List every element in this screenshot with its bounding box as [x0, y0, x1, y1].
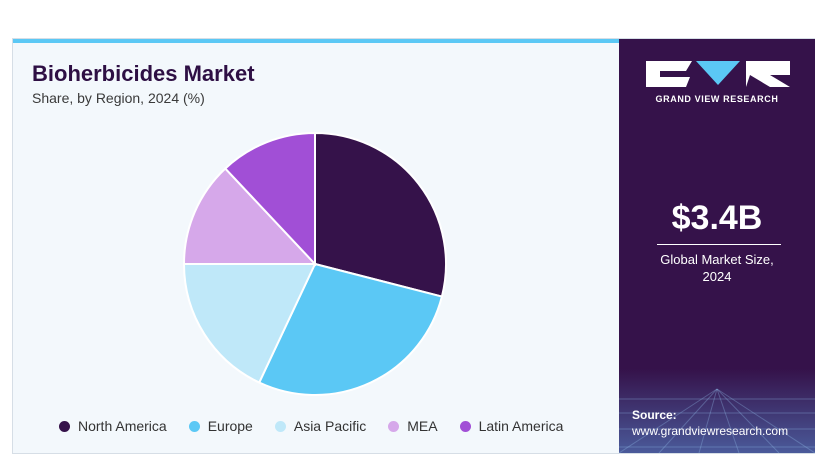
legend-label: Europe	[207, 418, 253, 434]
market-size-label: Global Market Size, 2024	[660, 252, 774, 284]
chart-subtitle: Share, by Region, 2024 (%)	[32, 90, 205, 106]
info-sidebar: GRAND VIEW RESEARCH $3.4B Global Market …	[619, 39, 815, 453]
legend-swatch	[188, 420, 200, 432]
legend-label: Asia Pacific	[293, 418, 367, 434]
legend-item: Latin America	[459, 418, 564, 434]
grid-decoration	[619, 369, 815, 453]
pie-slice-mea	[182, 167, 318, 265]
pie-slice-latin-america	[223, 131, 316, 267]
legend-label: MEA	[407, 418, 438, 434]
market-size-value: $3.4B	[671, 199, 763, 237]
source-url[interactable]: www.grandviewresearch.com	[632, 424, 789, 438]
legend-item: Europe	[188, 418, 253, 434]
legend-swatch	[459, 420, 471, 432]
legend-item: MEA	[388, 418, 438, 434]
pie-slice-north-america	[314, 131, 447, 298]
pie-chart	[182, 131, 447, 396]
legend-label: North America	[78, 418, 167, 434]
legend-item: North America	[59, 418, 167, 434]
legend-swatch	[59, 420, 70, 432]
legend-swatch	[274, 420, 286, 432]
legend-item: Asia Pacific	[274, 418, 367, 434]
legend-label: Latin America	[478, 418, 564, 434]
divider	[657, 244, 781, 245]
pie-slice-asia-pacific	[182, 263, 317, 384]
gvr-logo-icon	[646, 61, 790, 87]
chart-legend: North America Europe Asia Pacific MEA Latin …	[59, 418, 563, 434]
legend-swatch	[388, 420, 400, 432]
pie-slice-europe	[257, 262, 444, 396]
source-label: Source:	[632, 408, 677, 422]
chart-title: Bioherbicides Market	[32, 61, 255, 86]
chart-panel: Bioherbicides Market Share, by Region, 2…	[13, 39, 619, 453]
brand-name: GRAND VIEW RESEARCH	[655, 94, 779, 104]
chart-card: Bioherbicides Market Share, by Region, 2…	[12, 38, 815, 454]
